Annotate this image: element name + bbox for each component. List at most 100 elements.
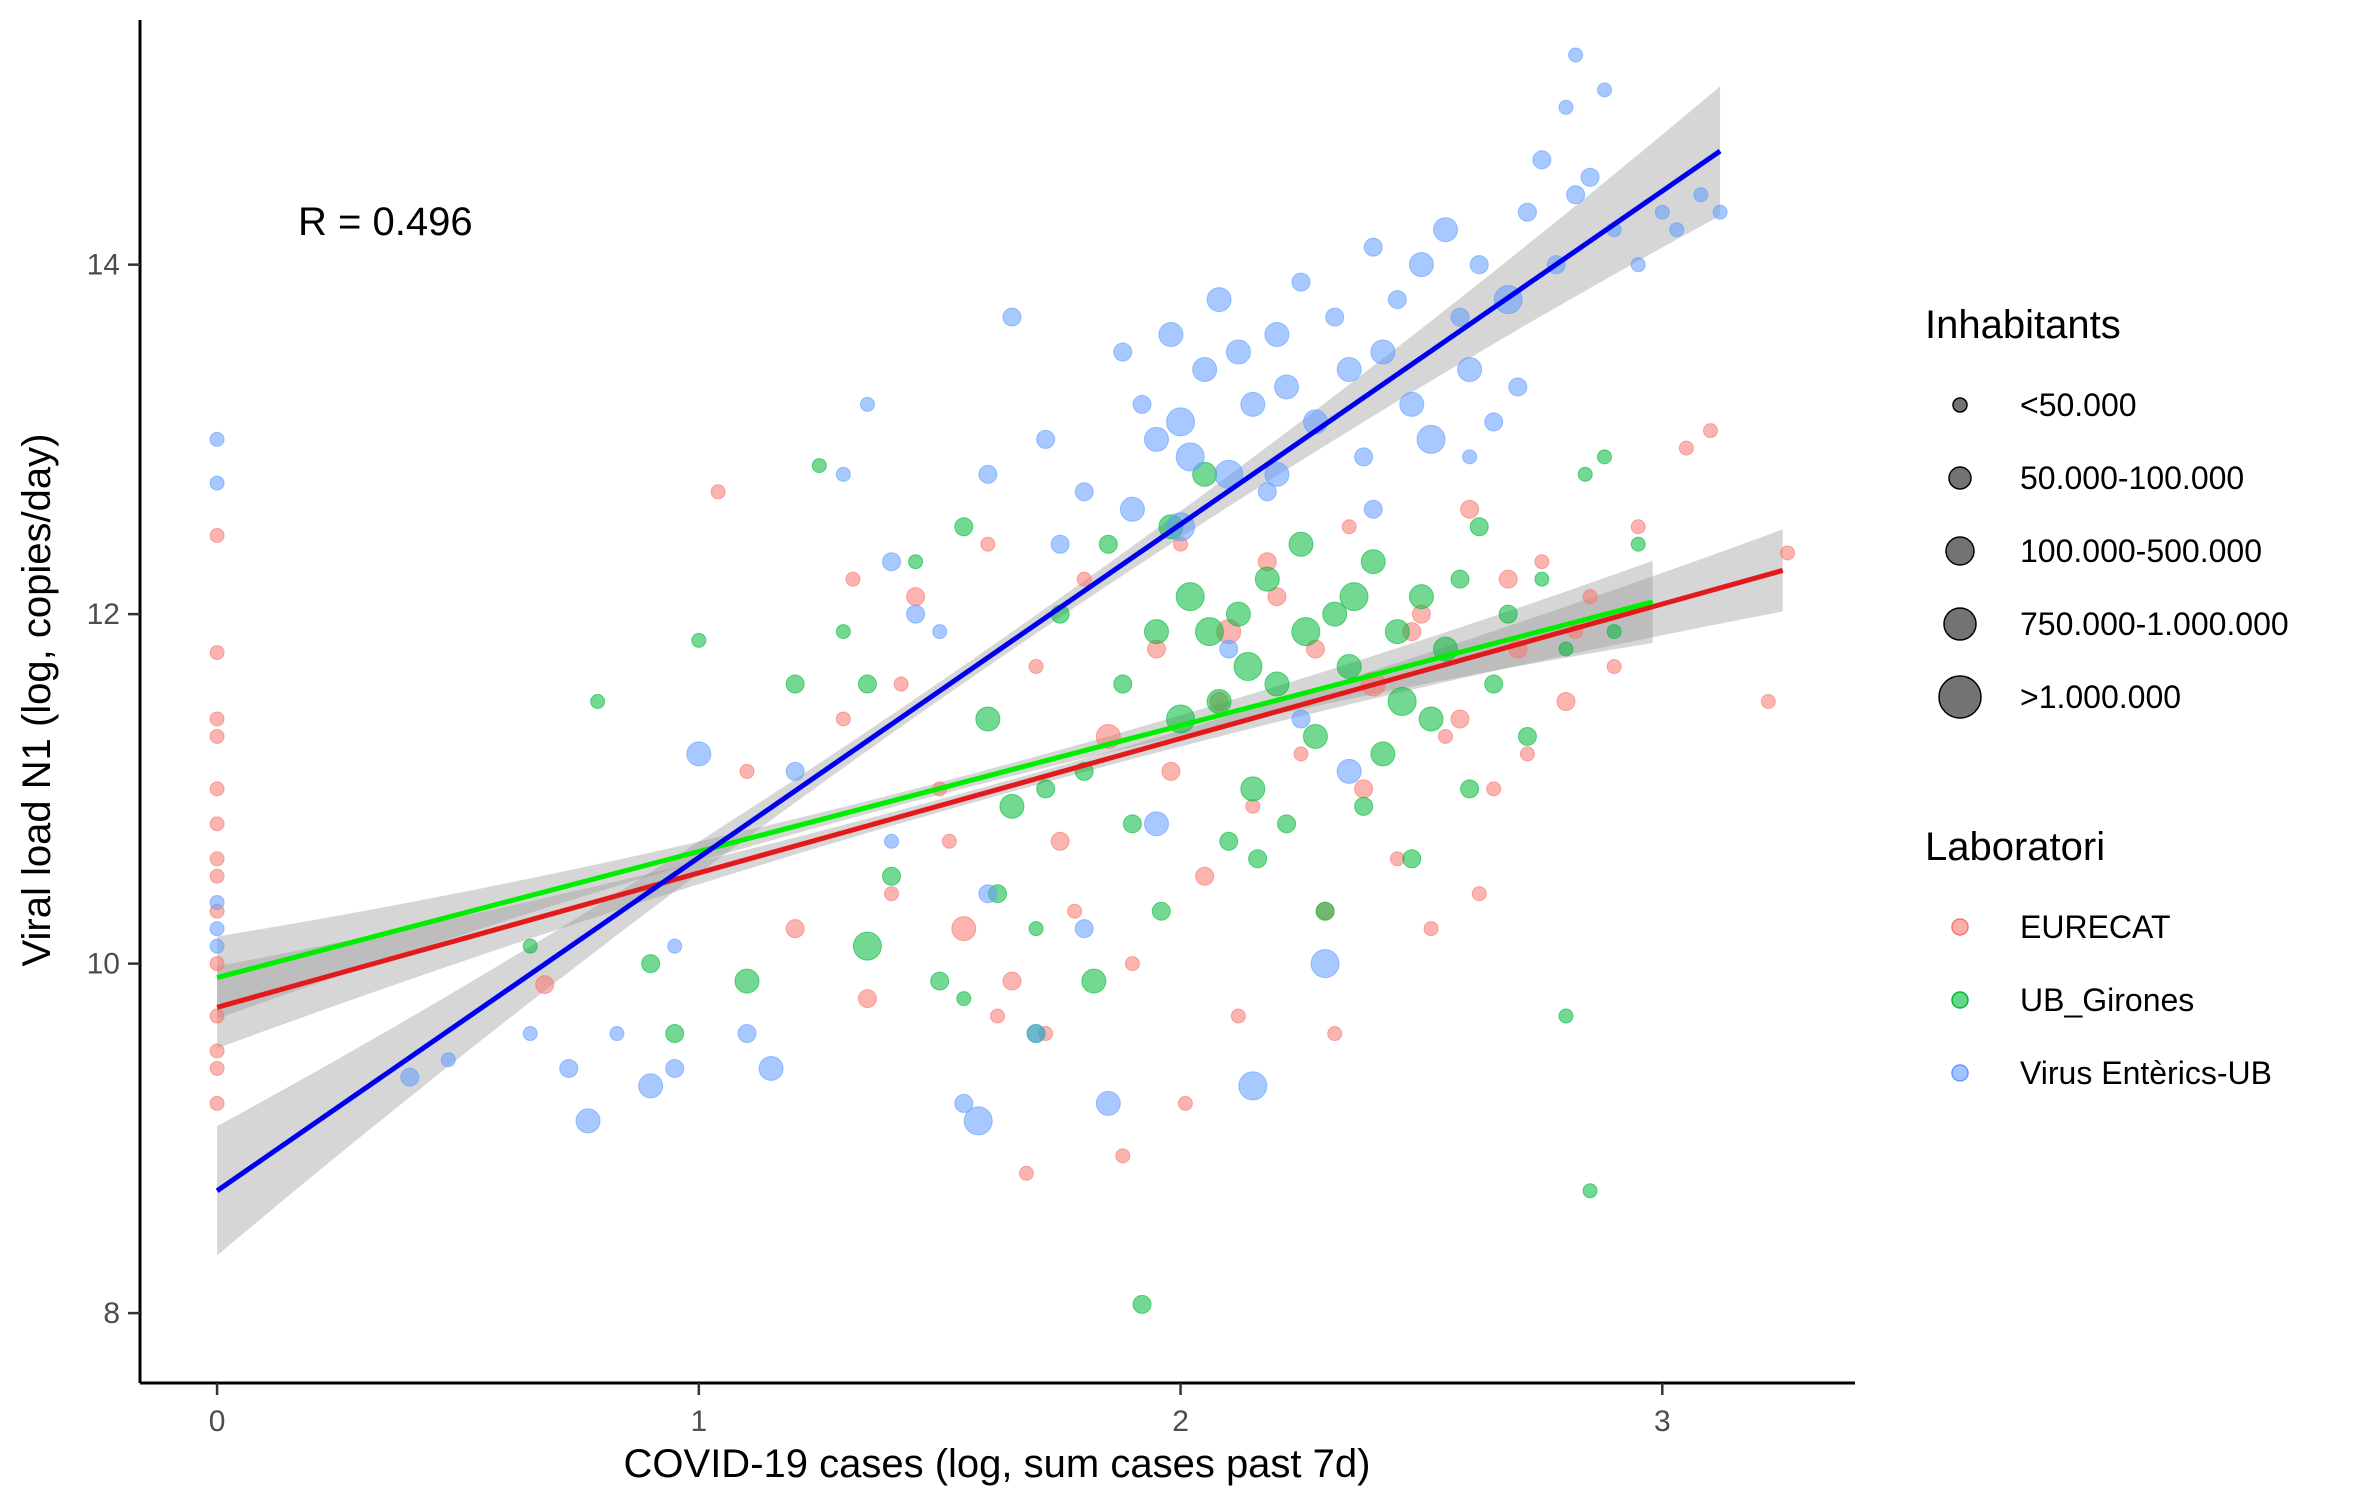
data-point xyxy=(1074,482,1094,502)
data-point xyxy=(1195,866,1215,886)
data-point xyxy=(641,954,661,974)
data-point xyxy=(1238,1071,1268,1101)
y-ticks: 8 10 12 14 xyxy=(87,249,140,1330)
data-point xyxy=(1336,654,1362,680)
data-point xyxy=(1630,519,1646,535)
data-point xyxy=(954,1093,974,1113)
data-point xyxy=(1267,587,1287,607)
data-point xyxy=(1558,641,1574,657)
data-point xyxy=(1158,322,1184,348)
data-point xyxy=(1462,449,1478,465)
y-tick-label: 14 xyxy=(87,249,120,282)
data-point xyxy=(1363,237,1383,257)
data-point xyxy=(1408,252,1434,278)
x-tick-label: 0 xyxy=(209,1405,226,1438)
data-point xyxy=(1132,1294,1152,1314)
data-point xyxy=(1336,758,1362,784)
data-point xyxy=(1534,554,1550,570)
data-point xyxy=(1325,307,1345,327)
data-point xyxy=(1291,709,1311,729)
data-point xyxy=(209,894,225,910)
data-point xyxy=(1076,571,1092,587)
data-point xyxy=(209,711,225,727)
data-point xyxy=(930,971,950,991)
data-point xyxy=(638,1073,664,1099)
data-point xyxy=(1233,652,1263,682)
data-point xyxy=(1194,617,1224,647)
x-tick-label: 2 xyxy=(1172,1405,1189,1438)
data-point xyxy=(590,694,606,709)
data-point xyxy=(845,571,861,587)
color-legend-symbol xyxy=(1951,1064,1969,1082)
data-point xyxy=(884,886,900,902)
data-point xyxy=(785,761,805,781)
data-point xyxy=(1293,746,1309,762)
data-point xyxy=(209,645,225,661)
data-point xyxy=(1018,1165,1034,1181)
data-point xyxy=(1654,204,1670,220)
data-point xyxy=(1002,971,1022,991)
data-point xyxy=(1166,407,1196,437)
data-point xyxy=(209,868,225,884)
color-legend-symbol xyxy=(1951,918,1969,936)
x-tick-label: 3 xyxy=(1654,1405,1671,1438)
data-point xyxy=(1370,339,1396,365)
size-legend-label: 750.000-1.000.000 xyxy=(2020,606,2289,642)
data-point xyxy=(665,1024,685,1044)
data-point xyxy=(1517,202,1537,222)
size-legend-label: <50.000 xyxy=(2020,387,2137,423)
data-point xyxy=(1067,903,1083,919)
axes xyxy=(138,20,1855,1385)
data-point xyxy=(1074,919,1094,939)
data-point xyxy=(1702,423,1718,439)
size-legend-label: 50.000-100.000 xyxy=(2020,460,2244,496)
legend: Inhabitants <50.000 50.000-100.000 100.000… xyxy=(1925,303,2289,1091)
data-point xyxy=(575,1108,601,1134)
data-point xyxy=(1050,831,1070,851)
data-point xyxy=(1416,424,1446,454)
x-ticks: 0 1 2 3 xyxy=(209,1383,1671,1438)
data-point xyxy=(209,728,225,744)
data-point xyxy=(1399,391,1425,417)
y-axis-label: Viral load N1 (log, copies/day) xyxy=(15,434,59,967)
data-point xyxy=(1469,517,1489,537)
data-point xyxy=(1558,99,1574,115)
data-point xyxy=(1450,307,1470,327)
data-point xyxy=(1122,814,1142,834)
data-point xyxy=(737,1024,757,1044)
data-point xyxy=(893,676,909,692)
size-legend-symbol xyxy=(1945,536,1975,566)
data-point xyxy=(209,475,225,491)
color-legend-items: EURECAT UB_Girones Virus Entèrics-UB xyxy=(1951,909,2272,1091)
data-point xyxy=(1423,921,1439,937)
data-point xyxy=(1498,569,1518,589)
data-point xyxy=(1606,659,1622,675)
data-point xyxy=(667,938,683,954)
data-point xyxy=(209,1008,225,1024)
regression-line xyxy=(216,568,1784,1010)
data-point xyxy=(906,604,926,624)
data-point xyxy=(1354,447,1374,467)
data-point xyxy=(1556,692,1576,711)
y-tick-label: 8 xyxy=(103,1297,120,1330)
data-point xyxy=(1596,449,1612,465)
data-point xyxy=(1315,901,1335,921)
data-point xyxy=(1230,1008,1246,1024)
regression-lines xyxy=(215,149,1784,1193)
data-point xyxy=(1460,779,1480,799)
data-point xyxy=(1389,851,1405,867)
data-point xyxy=(1206,287,1232,313)
data-point xyxy=(209,921,225,937)
data-point xyxy=(1028,921,1044,937)
data-point xyxy=(1532,150,1552,170)
data-point xyxy=(978,464,998,484)
data-point xyxy=(978,884,998,904)
y-tick-label: 12 xyxy=(87,598,120,631)
data-point xyxy=(954,517,974,537)
data-point xyxy=(1486,781,1502,797)
data-point xyxy=(1354,779,1374,799)
data-point xyxy=(882,866,902,886)
data-point xyxy=(1606,624,1622,640)
data-point xyxy=(209,938,225,954)
data-point xyxy=(1457,356,1483,382)
